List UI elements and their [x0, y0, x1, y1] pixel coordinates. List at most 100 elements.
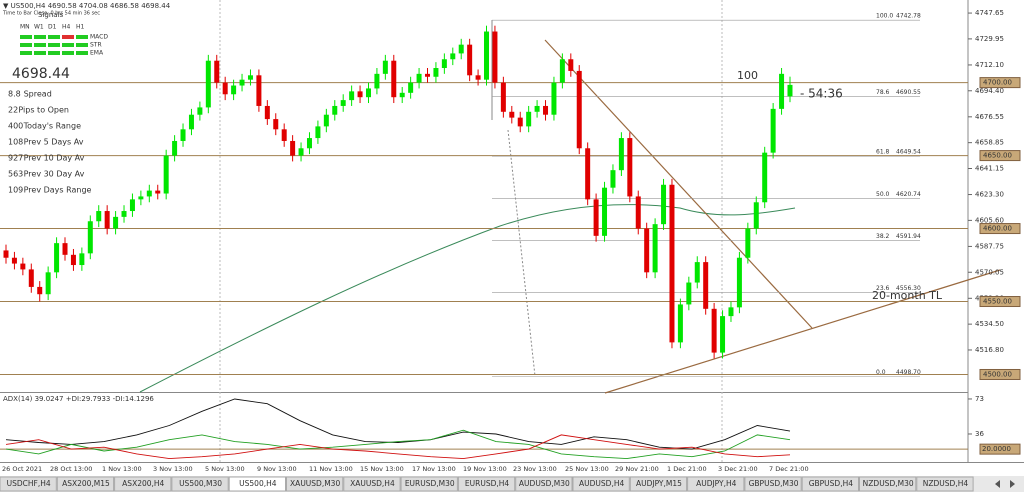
candle-body: [273, 119, 279, 130]
candle-body: [96, 211, 102, 222]
candle-body: [779, 73, 785, 109]
date-label: 1 Nov 13:00: [102, 465, 142, 473]
candle-body: [247, 75, 253, 80]
tab[interactable]: [572, 476, 630, 492]
date-label: 5 Nov 13:00: [205, 465, 245, 473]
candle-body: [585, 148, 591, 200]
y-tick-label: 4694.40: [975, 87, 1004, 95]
candle-body: [340, 100, 346, 106]
tab[interactable]: [171, 476, 229, 492]
level-box: [979, 368, 1021, 380]
candle-body: [694, 262, 700, 283]
date-label: 25 Nov 13:00: [565, 465, 609, 473]
y-tick-label: 4534.50: [975, 320, 1004, 328]
candle-body: [736, 257, 742, 308]
candle-body: [661, 184, 667, 225]
tab[interactable]: [629, 476, 688, 492]
candle-body: [610, 170, 616, 188]
stat-value: 927: [8, 154, 23, 163]
candle-body: [627, 138, 633, 197]
stat-value: 400: [8, 122, 23, 131]
candle-body: [231, 85, 237, 95]
fib-price: 4649.54: [896, 149, 921, 156]
candle-body: [441, 59, 447, 69]
stat-label: Today's Range: [23, 122, 81, 131]
tab[interactable]: [744, 476, 802, 492]
tab[interactable]: [228, 476, 286, 492]
signal-cell: [34, 35, 46, 39]
tab[interactable]: [457, 476, 516, 492]
candle-body: [492, 31, 498, 83]
candle-body: [728, 307, 734, 317]
y-tick-label: 4623.30: [975, 191, 1004, 199]
candle-body: [113, 216, 119, 229]
tab[interactable]: [56, 476, 115, 492]
date-label: 26 Oct 2021: [2, 465, 42, 473]
y-tick-label: 4605.60: [975, 216, 1004, 224]
candle-body: [551, 82, 557, 115]
candle-body: [382, 60, 388, 74]
y-tick-label: 4587.75: [975, 242, 1004, 250]
downtrend-line: [544, 39, 813, 329]
candle-body: [450, 53, 456, 60]
tab[interactable]: [343, 476, 401, 492]
fib-price: 4620.74: [896, 191, 921, 198]
level-label: 4650.00: [983, 152, 1012, 160]
tab-label[interactable]: EURUSD,H4: [465, 479, 509, 488]
annotation: - 54:36: [800, 87, 843, 101]
adx-line: [5, 434, 791, 460]
tab-label[interactable]: AUDJPY,H4: [696, 479, 737, 488]
date-label: 3 Nov 13:00: [153, 465, 193, 473]
tab[interactable]: [286, 476, 344, 492]
candle-body: [11, 257, 17, 264]
tab-label[interactable]: NZDUSD,M30: [863, 479, 914, 488]
candle-body: [163, 155, 169, 194]
level-label: 4550.00: [983, 298, 1012, 306]
candle-body: [509, 111, 515, 118]
adx-tick-label: 73: [975, 395, 984, 403]
tab-label[interactable]: EURUSD,M30: [405, 479, 455, 488]
tab-label[interactable]: XAUUSD,H4: [350, 479, 395, 488]
timeframe: MN: [20, 24, 30, 31]
tab[interactable]: [916, 476, 974, 492]
tab[interactable]: [515, 476, 573, 492]
candle-body: [745, 228, 751, 258]
tab-label[interactable]: AUDUSD,H4: [579, 479, 624, 488]
tab-label[interactable]: US500,M30: [179, 479, 222, 488]
tab[interactable]: [859, 476, 917, 492]
candle-body: [703, 262, 709, 309]
tab[interactable]: [687, 476, 745, 492]
tab[interactable]: [0, 476, 57, 492]
candle-body: [87, 221, 93, 254]
candle-body: [686, 282, 692, 305]
fib-level: 38.2: [876, 233, 890, 240]
tab-label[interactable]: NZDUSD,H4: [923, 479, 969, 488]
tab[interactable]: [114, 476, 172, 492]
tab-label[interactable]: ASX200,H4: [122, 479, 164, 488]
candle-body: [602, 187, 608, 236]
tab[interactable]: [400, 476, 458, 492]
tab[interactable]: [801, 476, 860, 492]
tab-label[interactable]: USDCHF,H4: [7, 479, 51, 488]
candle-body: [484, 31, 490, 80]
date-label: 11 Nov 13:00: [309, 465, 353, 473]
date-label: 23 Nov 13:00: [513, 465, 557, 473]
adx-tick-label: 36: [975, 430, 984, 438]
date-label: 9 Nov 13:00: [257, 465, 297, 473]
stat-label: Prev Days Range: [24, 186, 92, 195]
tab-label[interactable]: GBPUSD,H4: [809, 479, 854, 488]
candle-body: [264, 105, 270, 120]
candle-body: [306, 138, 312, 149]
candle-body: [357, 91, 363, 98]
candle-body: [222, 82, 228, 95]
tab-label[interactable]: AUDUSD,M30: [519, 479, 570, 488]
tab-label[interactable]: XAUUSD,M30: [290, 479, 340, 488]
tab-label[interactable]: GBPUSD,M30: [749, 479, 799, 488]
tab-label[interactable]: US500,H4: [239, 479, 277, 488]
signal-cell: [48, 51, 60, 55]
tab-label[interactable]: AUDJPY,M15: [636, 479, 682, 488]
tab-label[interactable]: ASX200,M15: [62, 479, 110, 488]
candle-body: [138, 196, 144, 200]
tab-scroll[interactable]: [995, 480, 1015, 488]
